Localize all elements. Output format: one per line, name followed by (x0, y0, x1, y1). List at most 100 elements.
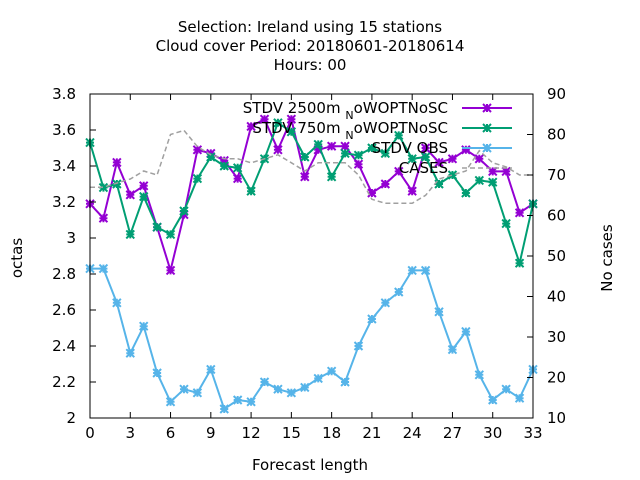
x-tick-label: 24 (403, 424, 422, 442)
data-point (98, 182, 109, 193)
data-point (461, 145, 471, 155)
y-tick-label: 2.4 (52, 337, 76, 355)
y-tick-label: 2.6 (52, 301, 76, 319)
data-point (125, 229, 135, 240)
x-tick-label: 18 (322, 424, 341, 442)
data-point (112, 298, 122, 308)
x-tick-label: 15 (282, 424, 301, 442)
x-axis-label: Forecast length (252, 456, 368, 474)
legend-label-main: STDV 750m (252, 119, 345, 137)
data-point (206, 364, 216, 375)
data-point (232, 173, 243, 184)
data-point (179, 206, 189, 216)
series-line (90, 267, 534, 411)
legend-label-tail: oWOPTNoSC (354, 119, 448, 137)
data-point (286, 127, 297, 137)
data-point (219, 404, 229, 414)
data-point (340, 377, 350, 387)
data-point (232, 163, 243, 173)
data-point (112, 179, 122, 189)
legend-marker (482, 123, 492, 133)
data-point (138, 191, 149, 202)
y2-tick-label: 50 (547, 247, 566, 265)
data-point (192, 173, 203, 184)
data-point (313, 373, 323, 384)
data-point (192, 388, 203, 398)
legend-label: STDV 750m NoWOPTNoSC (252, 119, 448, 142)
data-point (152, 368, 162, 378)
data-point (447, 170, 458, 180)
data-point (394, 130, 404, 141)
y-tick-label: 3.6 (52, 121, 76, 139)
data-point (179, 384, 189, 394)
y-tick-label: 2 (66, 409, 76, 427)
data-point (394, 166, 404, 177)
data-point (474, 175, 485, 186)
data-point (434, 307, 444, 317)
series-1 (85, 118, 538, 268)
data-point (219, 155, 229, 166)
y2-tick-label: 20 (547, 369, 566, 387)
x-tick-label: 12 (242, 424, 261, 442)
data-point (380, 148, 391, 159)
data-point (420, 143, 431, 153)
data-point (246, 121, 256, 132)
series-line-cases (90, 129, 533, 205)
legend-label-main: STDV OBS (372, 139, 448, 157)
series-0 (85, 114, 538, 276)
legend-marker (482, 143, 492, 153)
data-point (340, 141, 350, 151)
data-point (138, 321, 149, 331)
series-layer (85, 114, 538, 414)
title-line-3: Hours: 00 (274, 56, 347, 74)
y2-tick-label: 70 (547, 166, 566, 184)
y-axis-label: octas (8, 238, 26, 278)
legend-label-main: STDV 2500m (243, 99, 346, 117)
tick-layer: 0 3 6 9 12 15 18 21 24 27 30 33 2 2.2 2.4 2.6 2.8 3 3.2 3.4… (52, 85, 566, 442)
data-point (514, 258, 525, 268)
y2-tick-label: 80 (547, 126, 566, 144)
legend-label: STDV OBS (372, 139, 448, 157)
y2-tick-label: 10 (547, 409, 566, 427)
data-point (300, 152, 310, 162)
data-point (474, 370, 485, 380)
data-point (407, 186, 417, 196)
data-point (326, 172, 337, 182)
data-point (259, 114, 270, 124)
data-point (434, 179, 444, 189)
data-point (326, 366, 337, 376)
series-line (89, 116, 534, 275)
data-point (367, 314, 377, 324)
data-point (300, 382, 310, 393)
data-point (246, 186, 256, 196)
data-point (353, 159, 364, 169)
data-point (514, 208, 525, 218)
y2-tick-label: 30 (547, 328, 566, 346)
series-3 (90, 129, 533, 205)
data-point (501, 166, 511, 177)
x-tick-label: 30 (483, 424, 502, 442)
y2-tick-label: 40 (547, 288, 566, 306)
series-line (89, 121, 534, 267)
data-point (219, 161, 229, 171)
y-tick-label: 2.2 (52, 373, 76, 391)
y2-tick-label: 90 (547, 85, 566, 103)
legend-label-sub: N (345, 129, 353, 142)
data-point (246, 397, 256, 407)
data-point (407, 265, 417, 276)
data-point (447, 154, 458, 164)
data-point (488, 177, 498, 187)
x-tick-label: 27 (443, 424, 462, 442)
data-point (447, 344, 458, 355)
x-tick-label: 9 (206, 424, 216, 442)
data-point (138, 181, 149, 191)
legend-label-sub: N (345, 109, 353, 122)
data-point (98, 263, 109, 274)
legend-label: CASES (399, 159, 448, 177)
data-point (273, 145, 283, 155)
data-point (192, 145, 203, 155)
data-point (125, 348, 135, 358)
y2-tick-label: 60 (547, 207, 566, 225)
data-point (340, 148, 350, 159)
